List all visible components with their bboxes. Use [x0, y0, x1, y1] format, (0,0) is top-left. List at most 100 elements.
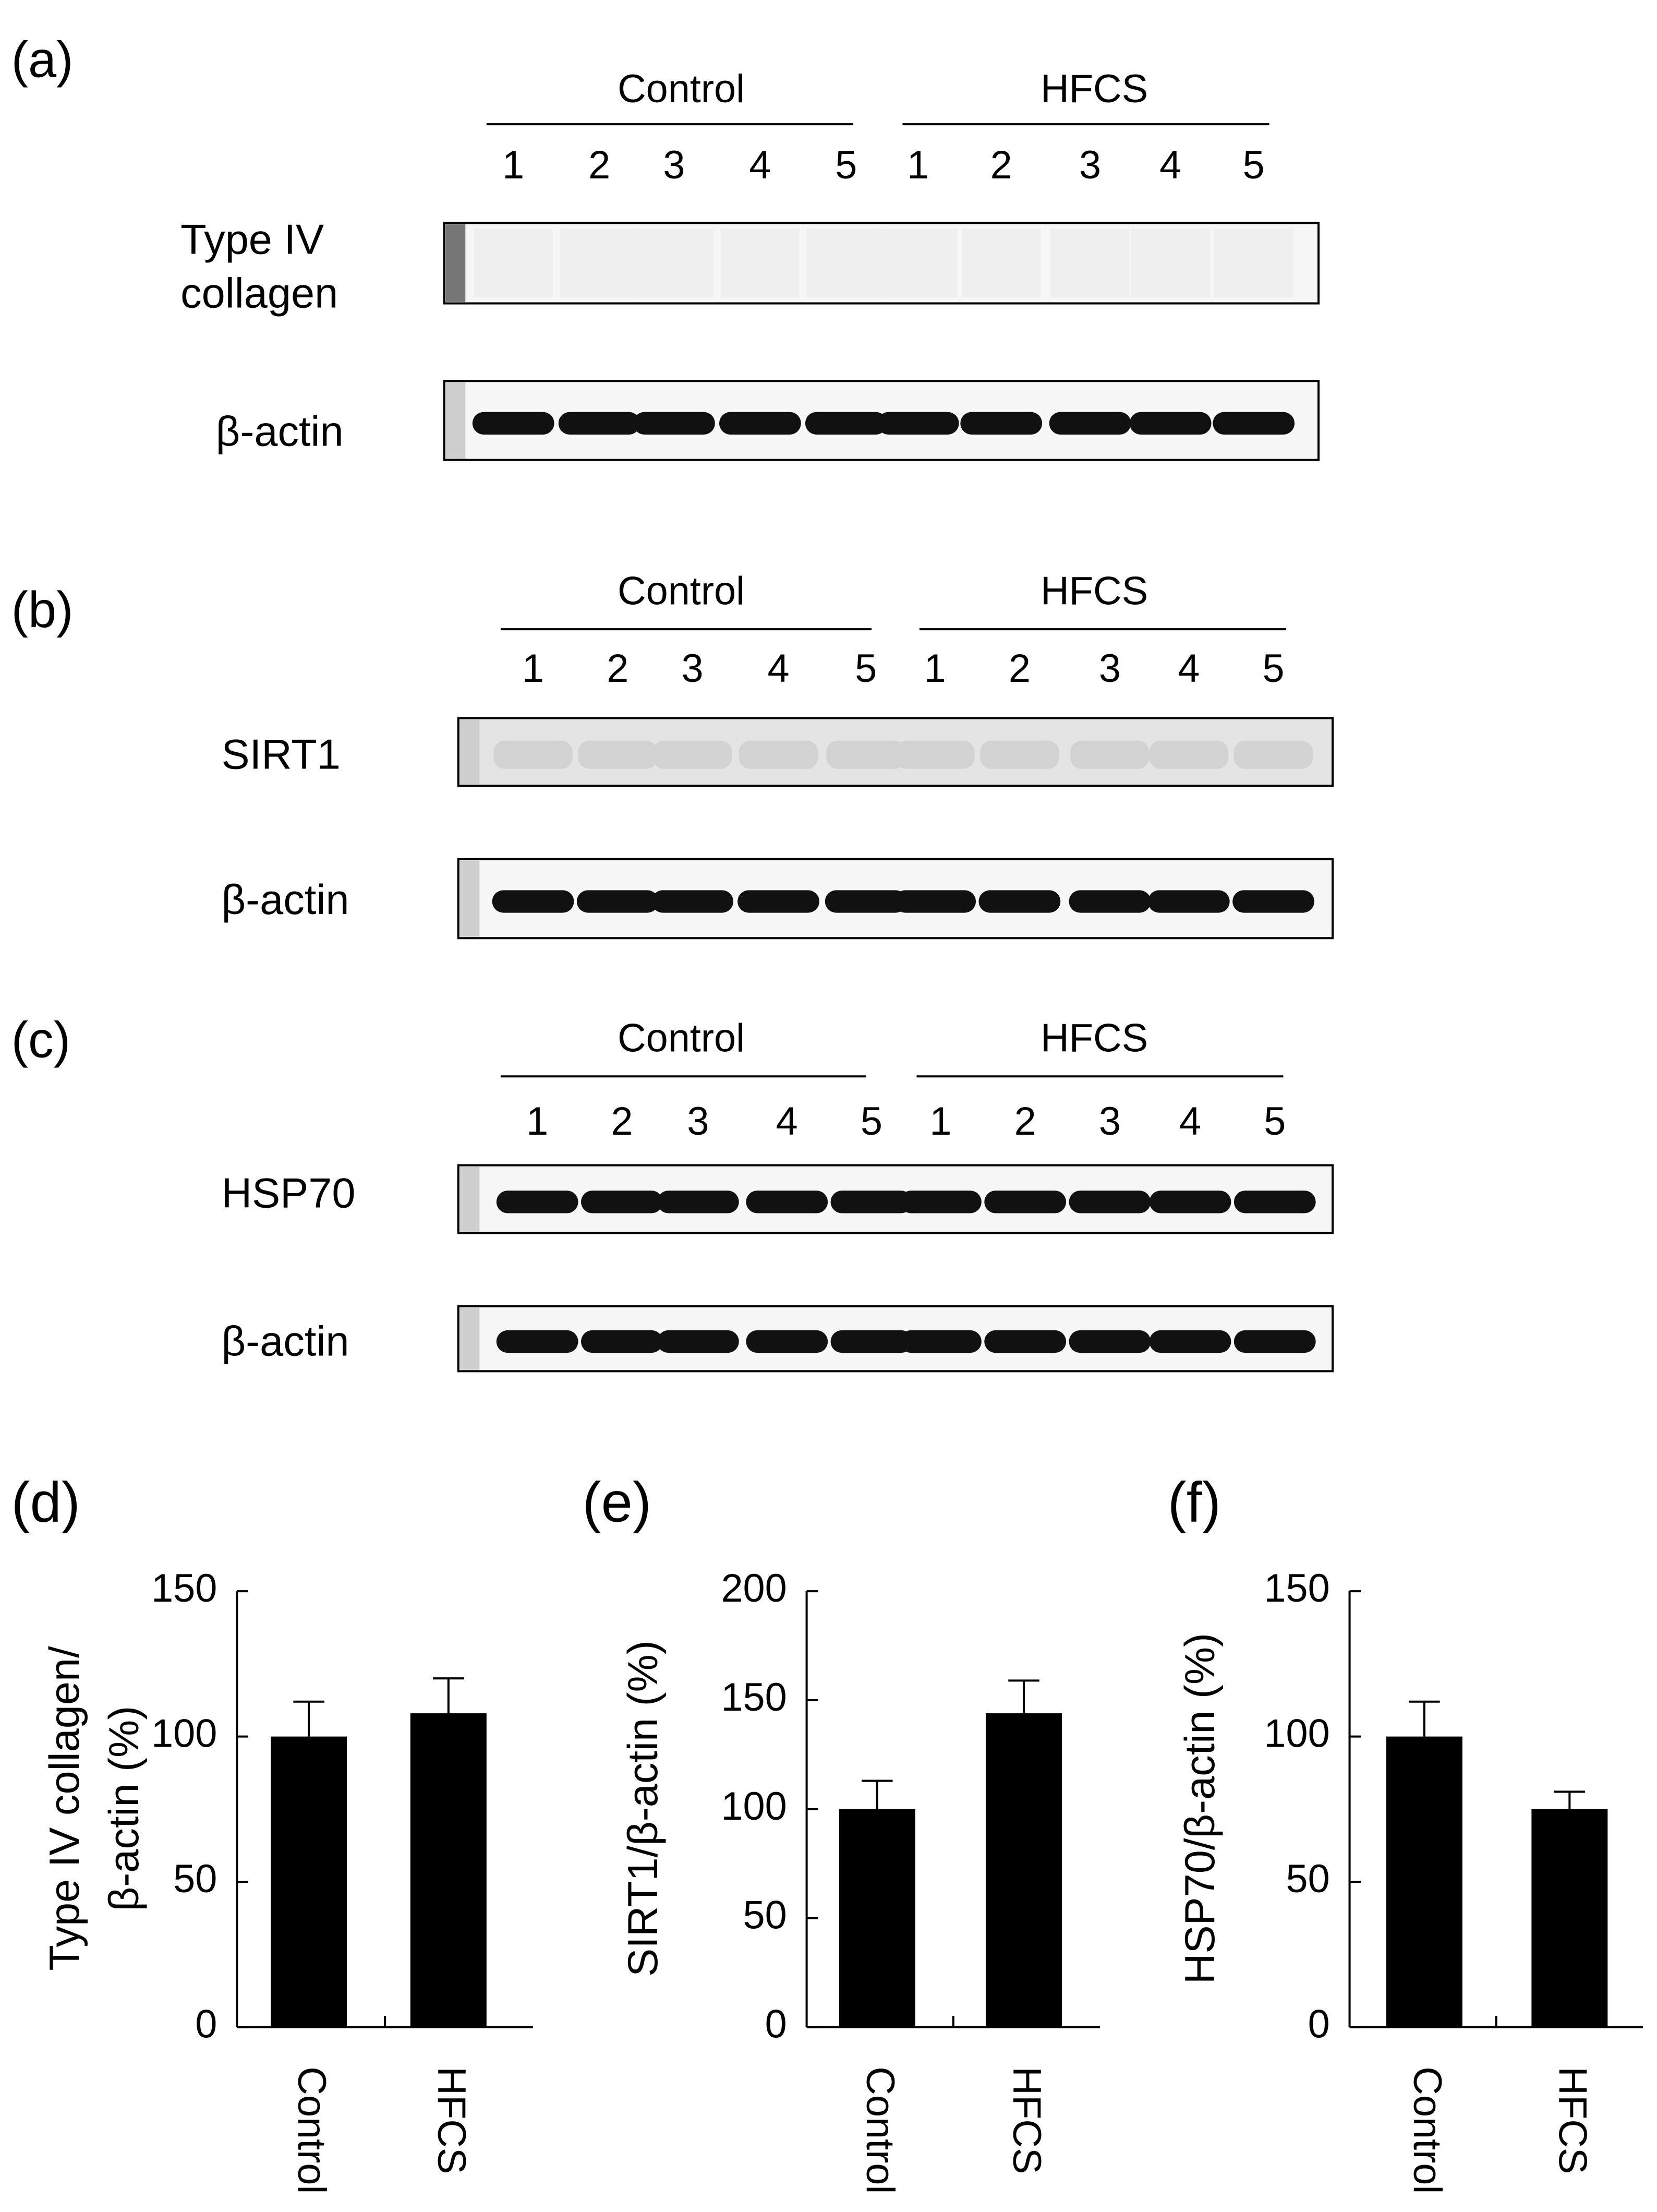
blot-marker: [459, 719, 480, 785]
blot-band: [978, 890, 1061, 913]
blot-band: [576, 890, 659, 913]
blot-band: [830, 1330, 913, 1353]
x-tick-label: HFCS: [429, 2066, 474, 2174]
blot-band: [737, 890, 819, 913]
row-label: β-actin: [222, 1318, 349, 1365]
blot-band: [496, 1330, 578, 1353]
blot-band: [558, 412, 640, 435]
lane-number: 3: [687, 1099, 709, 1144]
lane-number: 3: [1079, 143, 1101, 187]
blot-band: [826, 740, 905, 769]
blot-band: [980, 740, 1059, 769]
blot-band: [1149, 740, 1229, 769]
lane-number: 5: [835, 143, 857, 187]
y-tick-label: 0: [1308, 2002, 1330, 2047]
lane-number: 3: [1099, 1099, 1121, 1144]
blot-band: [474, 229, 553, 298]
lane-number: 4: [1159, 143, 1181, 187]
bar: [271, 1736, 347, 2027]
blot-band: [746, 1330, 828, 1353]
group-label: Control: [618, 569, 745, 614]
lane-number: 1: [929, 1099, 951, 1144]
blot-band: [830, 1191, 913, 1213]
row-label: collagen: [180, 270, 338, 317]
blot-band: [877, 412, 959, 435]
blot-band: [580, 1330, 663, 1353]
row-label: Type IV: [180, 217, 324, 263]
row-label: β-actin: [222, 876, 349, 923]
group-label: HFCS: [1041, 1016, 1148, 1061]
blot-band: [878, 229, 958, 298]
blot-band: [651, 890, 733, 913]
y-tick-label: 100: [151, 1712, 217, 1756]
lane-number: 1: [526, 1099, 548, 1144]
lane-number: 2: [588, 143, 610, 187]
blot-band: [578, 740, 657, 769]
bar: [410, 1713, 487, 2027]
blot-band: [1232, 890, 1314, 913]
y-axis-label: β-actin (%): [101, 1706, 148, 1912]
blot-band: [1233, 740, 1313, 769]
blot-band: [984, 1191, 1067, 1213]
y-tick-label: 150: [721, 1675, 787, 1720]
blot-band: [472, 412, 554, 435]
blot-marker: [459, 1167, 480, 1232]
y-tick-label: 0: [765, 2002, 787, 2047]
blot-band: [652, 740, 732, 769]
lane-number: 5: [1243, 143, 1265, 187]
blot-marker: [459, 860, 480, 937]
blot-band: [900, 1191, 982, 1213]
x-tick-label: Control: [1405, 2066, 1449, 2194]
blot-band: [1049, 412, 1131, 435]
blot-band: [1050, 229, 1130, 298]
blot-band: [1069, 1330, 1151, 1353]
row-label: SIRT1: [222, 731, 341, 778]
bar: [1386, 1736, 1462, 2027]
blot-band: [560, 229, 639, 298]
lane-number: 1: [522, 646, 544, 691]
lane-number: 2: [990, 143, 1012, 187]
y-tick-label: 50: [743, 1893, 787, 1938]
blot-marker: [445, 382, 466, 459]
lane-number: 5: [861, 1099, 882, 1144]
bar: [839, 1809, 915, 2027]
blot-band: [984, 1330, 1067, 1353]
panel-label: (d): [11, 1470, 80, 1533]
group-label: HFCS: [1041, 569, 1148, 614]
bar: [1531, 1809, 1608, 2027]
y-axis-label: SIRT1/β-actin (%): [620, 1640, 667, 1977]
blot-band: [1233, 1330, 1316, 1353]
y-tick-label: 50: [1286, 1857, 1330, 1901]
blot-band: [719, 412, 801, 435]
blot-band: [895, 740, 975, 769]
y-tick-label: 150: [151, 1566, 217, 1610]
lane-number: 4: [749, 143, 771, 187]
blot-band: [825, 890, 907, 913]
lane-number: 2: [611, 1099, 633, 1144]
blot-band: [1213, 412, 1295, 435]
x-tick-label: HFCS: [1550, 2066, 1594, 2174]
blot-band: [1129, 412, 1212, 435]
blot-band: [1214, 229, 1293, 298]
lane-number: 1: [924, 646, 946, 691]
lane-number: 4: [1178, 646, 1200, 691]
blot-band: [1149, 1330, 1231, 1353]
row-label: HSP70: [222, 1170, 356, 1217]
panel-label: (e): [583, 1470, 651, 1533]
blot-band: [657, 1330, 739, 1353]
lane-number: 5: [855, 646, 877, 691]
blot-marker: [459, 1307, 480, 1370]
lane-number: 2: [607, 646, 628, 691]
blot-band: [1149, 1191, 1231, 1213]
lane-number: 3: [1099, 646, 1121, 691]
blot-band: [806, 229, 886, 298]
x-tick-label: Control: [289, 2066, 334, 2194]
blot-band: [1069, 1191, 1151, 1213]
blot-band: [1233, 1191, 1316, 1213]
blot-band: [894, 890, 976, 913]
lane-number: 4: [767, 646, 789, 691]
lane-number: 5: [1264, 1099, 1286, 1144]
blot-band: [739, 740, 818, 769]
